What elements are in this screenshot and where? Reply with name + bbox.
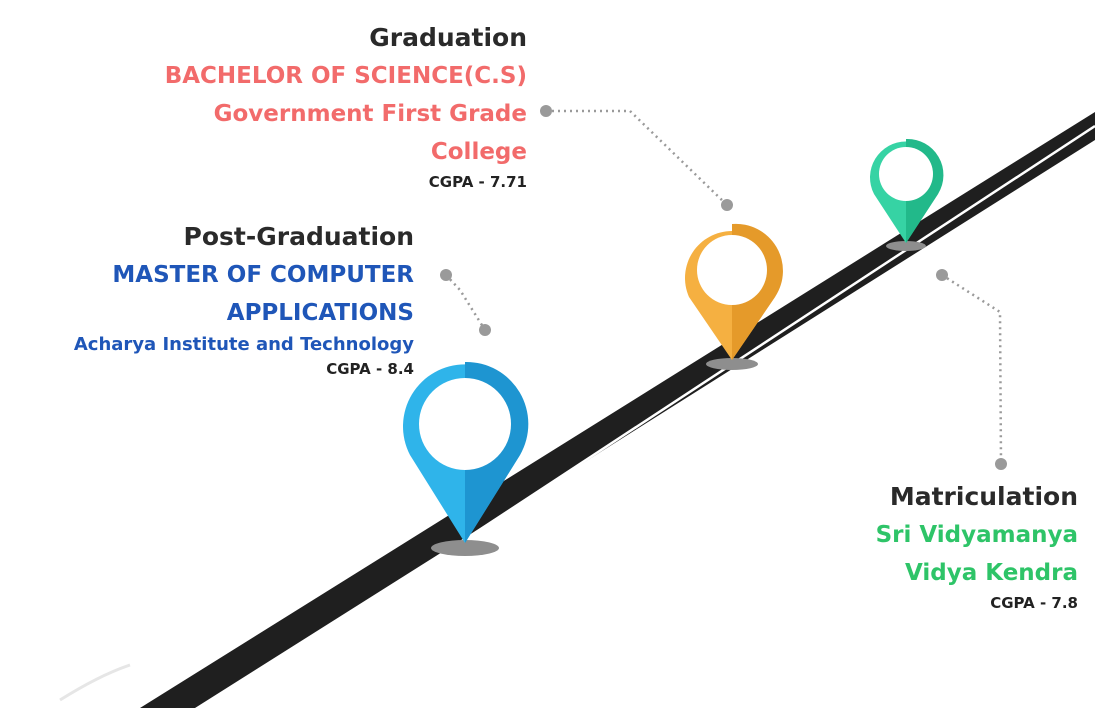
graduation-degree: BACHELOR OF SCIENCE(C.S) [164, 63, 527, 89]
connector-graduation [540, 105, 733, 211]
pin-shadow-blue [431, 540, 499, 556]
decorative-swoosh [59, 663, 131, 702]
matriculation-cgpa: CGPA - 7.8 [990, 594, 1078, 612]
road-center-line [207, 124, 1095, 708]
graduation-institution-line1: Government First Grade [213, 101, 527, 127]
pin-shadow-orange [706, 358, 758, 370]
matriculation-institution-line2: Vidya Kendra [905, 560, 1078, 586]
matriculation-institution-line1: Sri Vidyamanya [875, 522, 1078, 548]
graduation-block: Graduation BACHELOR OF SCIENCE(C.S) Gove… [165, 19, 527, 193]
pin-shadow-teal [886, 241, 926, 251]
graduation-institution-line2: College [430, 139, 527, 165]
connector-postgrad [440, 269, 491, 336]
postgrad-heading: Post-Graduation [183, 222, 414, 251]
postgrad-degree-line2: APPLICATIONS [226, 300, 414, 326]
postgrad-block: Post-Graduation MASTER OF COMPUTER APPLI… [74, 218, 414, 380]
graduation-heading: Graduation [369, 23, 527, 52]
postgrad-institution: Acharya Institute and Technology [73, 334, 414, 355]
matriculation-block: Matriculation Sri Vidyamanya Vidya Kendr… [876, 478, 1078, 614]
postgrad-cgpa: CGPA - 8.4 [326, 360, 414, 378]
map-pin-icon [870, 138, 944, 243]
map-pin-icon [403, 361, 529, 543]
postgrad-degree-line1: MASTER OF COMPUTER [112, 262, 414, 288]
matriculation-heading: Matriculation [889, 482, 1078, 511]
connector-matriculation [936, 269, 1007, 470]
road [140, 112, 1095, 708]
graduation-cgpa: CGPA - 7.71 [428, 173, 527, 191]
map-pin-icon [685, 223, 783, 360]
